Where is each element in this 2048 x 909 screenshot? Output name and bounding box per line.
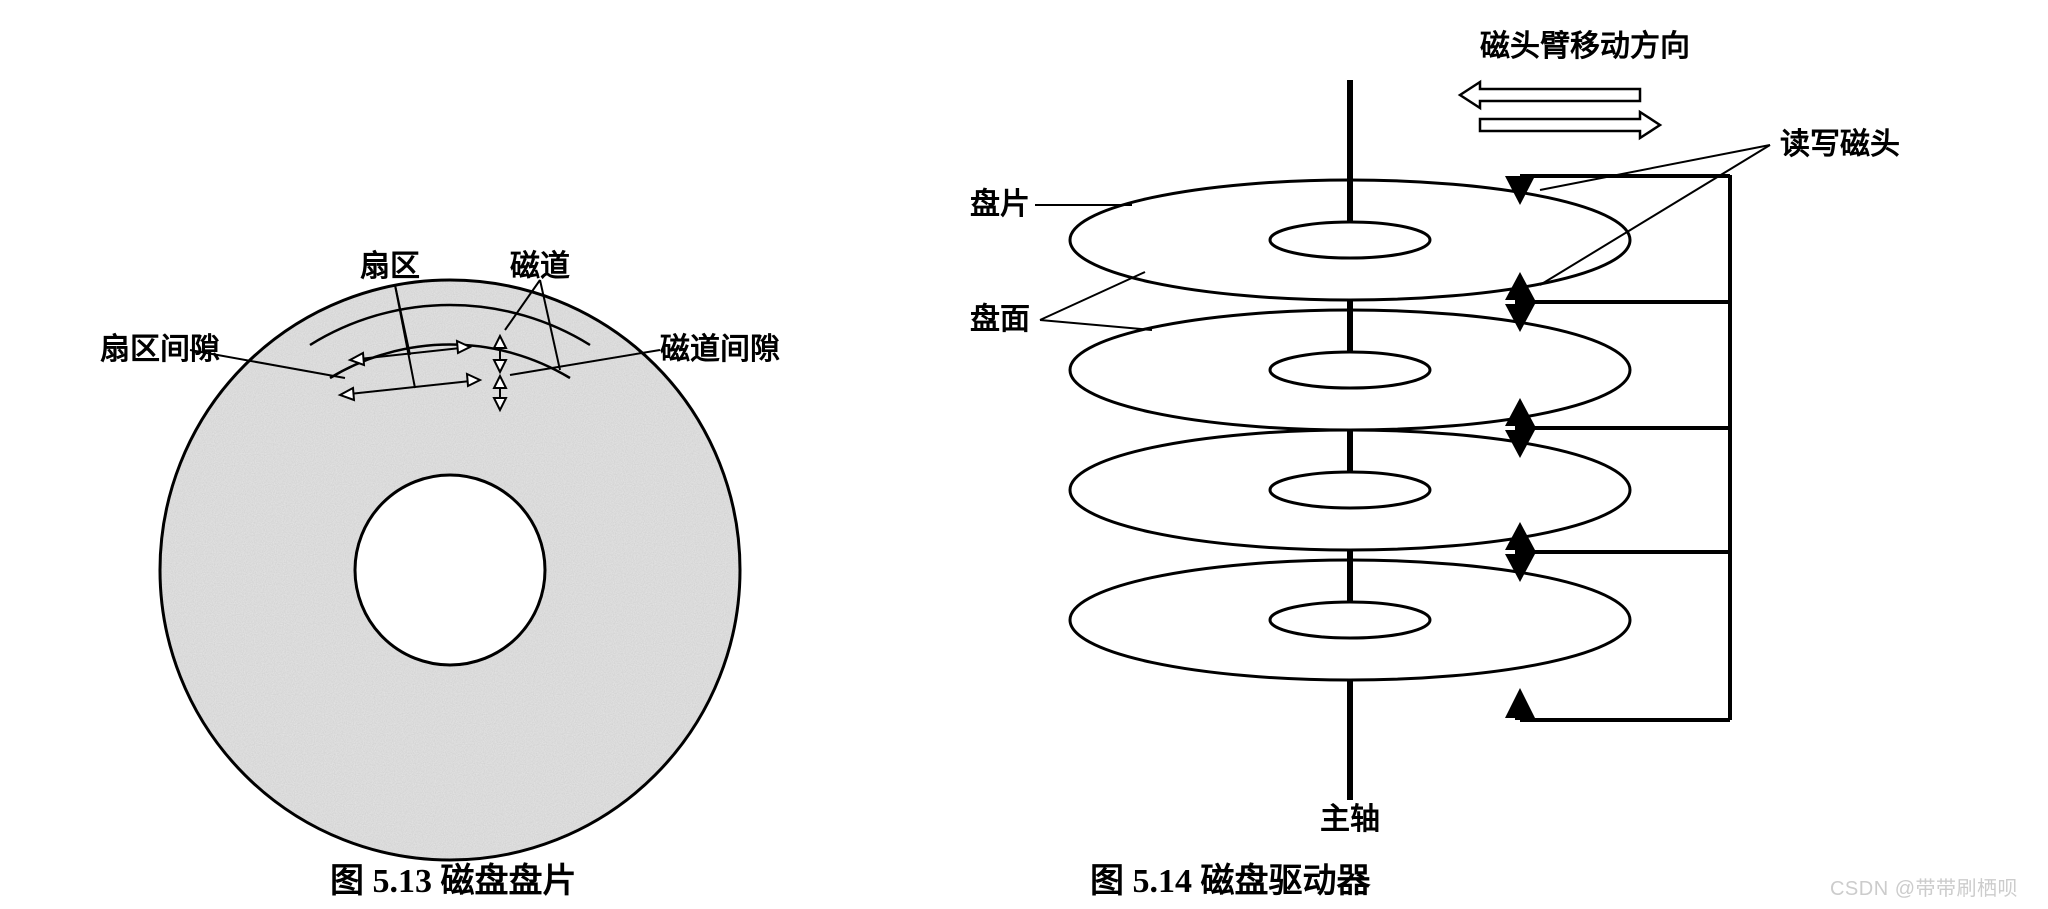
caption-fig514: 图 5.14 磁盘驱动器	[1090, 853, 1371, 902]
label-track: 磁道	[510, 250, 570, 283]
label-rw-head: 读写磁头	[1780, 128, 1900, 161]
label-spindle: 主轴	[1320, 803, 1380, 836]
label-arm-direction: 磁头臂移动方向	[1480, 30, 1690, 63]
fig513-svg	[0, 0, 900, 880]
page-root: 扇区间隙 扇区 磁道 磁道间隙 图 5.13 磁盘盘片	[0, 0, 2048, 909]
caption-fig513: 图 5.13 磁盘盘片	[330, 853, 577, 902]
label-sector-gap: 扇区间隙	[100, 333, 220, 366]
watermark: CSDN @带带刷栖呗	[1830, 872, 2018, 901]
label-surface: 盘面	[970, 303, 1030, 336]
label-track-gap: 磁道间隙	[660, 333, 780, 366]
label-platter: 盘片	[970, 188, 1030, 221]
fig514-svg	[900, 0, 2000, 830]
label-sector: 扇区	[360, 250, 420, 283]
